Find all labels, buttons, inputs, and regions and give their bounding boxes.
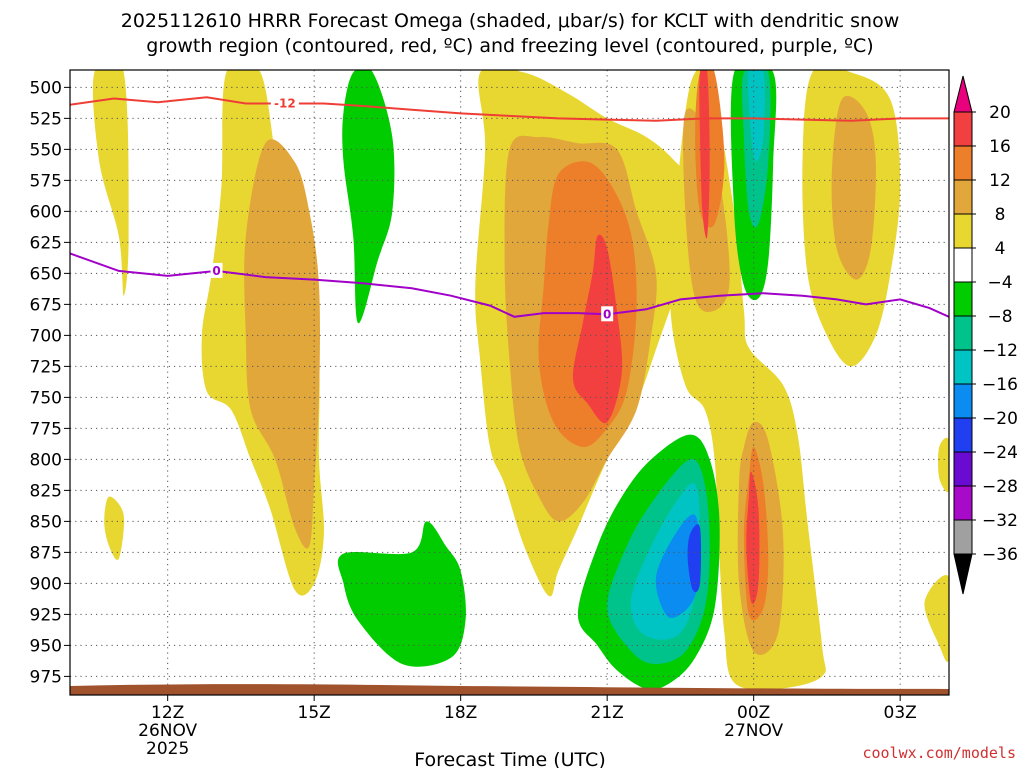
freezing-contour-label: 0: [212, 264, 220, 278]
colorbar-label: 20: [989, 103, 1011, 123]
x-tick-label: 21Z: [591, 703, 624, 723]
x-tick-label: 18Z: [444, 703, 477, 723]
colorbar-label: −28: [982, 477, 1018, 497]
y-tick-label: 850: [30, 512, 62, 532]
colorbar-box: [953, 145, 973, 181]
omega-16-20-upper-right: [699, 70, 710, 239]
y-tick-label: 975: [30, 667, 62, 687]
colorbar-box: [953, 281, 973, 317]
x-tick-label: 00Z: [737, 703, 770, 723]
omega-4-8-small: [104, 496, 125, 560]
colorbar-triangle-bottom: [953, 553, 973, 595]
contour-lines-layer: [70, 96, 949, 318]
colorbar-box: [953, 315, 973, 351]
colorbar-label: 16: [989, 137, 1011, 157]
freezing-label-bg: [210, 262, 223, 278]
plot-frame: [69, 69, 950, 696]
dgz-label-bg: [270, 95, 299, 111]
y-tick-label: 800: [30, 450, 62, 470]
colorbar-label: 12: [989, 171, 1011, 191]
omega-neg4-neg8-upper: [342, 70, 395, 324]
colorbar-box: [953, 179, 973, 215]
omega-4-8-edge-1: [938, 437, 949, 493]
ground-surface: [70, 684, 949, 695]
y-tick-label: 600: [30, 202, 62, 222]
y-axis: 500 525 550 575 600 625 650 675 700 725 750 775 800 8…: [30, 78, 70, 687]
y-tick-label: 625: [30, 233, 62, 253]
colorbar-box: [953, 519, 973, 555]
y-tick-label: 575: [30, 171, 62, 191]
y-tick-label: 875: [30, 543, 62, 563]
colorbar-label: −36: [982, 545, 1018, 565]
chart-title-line2: growth region (contoured, red, ºC) and f…: [146, 35, 873, 57]
freezing-level-line: [70, 252, 949, 318]
omega-16-20-lower-right: [746, 471, 760, 604]
colorbar-box: [953, 383, 973, 419]
omega-4-8-left: [92, 70, 129, 296]
omega-neg20-neg24-mid: [687, 524, 702, 593]
colorbar-label: 4: [995, 239, 1006, 259]
x-tick-label: 12Z: [151, 703, 184, 723]
colorbar-box: [953, 247, 973, 283]
y-tick-label: 675: [30, 295, 62, 315]
y-tick-label: 700: [30, 326, 62, 346]
colorbar-label: −16: [982, 375, 1018, 395]
chart-title-line1: 2025112610 HRRR Forecast Omega (shaded, …: [121, 10, 900, 32]
omega-4-8-edge-2: [924, 575, 949, 662]
freezing-label-bg: [601, 306, 614, 322]
colorbar-label: −20: [982, 409, 1018, 429]
x-axis-label: Forecast Time (UTC): [414, 749, 605, 768]
omega-8-12-main: [244, 139, 320, 549]
freezing-contour-label: 0: [603, 307, 611, 321]
y-tick-label: 750: [30, 388, 62, 408]
colorbar: 20 16 12 8 4 −4 −8 −12 −16 −20 −24 −28 −32 −36: [953, 75, 1018, 595]
y-tick-label: 925: [30, 605, 62, 625]
dgz-contour-label: -12: [274, 96, 296, 110]
colorbar-label: −8: [987, 307, 1012, 327]
omega-16-20-center: [572, 234, 623, 424]
x-tick-year: 2025: [146, 739, 189, 759]
omega-neg4-neg8-lower-left: [337, 521, 466, 667]
x-tick-date: 27NOV: [724, 721, 783, 741]
colorbar-box: [953, 485, 973, 521]
omega-8-12-far-right-upper: [831, 95, 876, 280]
grid-layer: [70, 70, 949, 695]
y-tick-label: 950: [30, 636, 62, 656]
dgz-contour-line: [70, 96, 949, 122]
x-tick-date: 26NOV: [138, 721, 197, 741]
colorbar-box: [953, 111, 973, 147]
x-tick-label: 03Z: [884, 703, 917, 723]
ground-layer: [70, 684, 949, 695]
colorbar-label: −24: [982, 443, 1018, 463]
colorbar-label: −12: [982, 341, 1018, 361]
colorbar-label: 8: [995, 205, 1006, 225]
x-tick-label: 15Z: [298, 703, 331, 723]
y-tick-label: 825: [30, 481, 62, 501]
credit-text: coolwx.com/models: [862, 744, 1016, 762]
y-tick-label: 725: [30, 357, 62, 377]
contour-labels: -12 0 0: [210, 95, 614, 322]
colorbar-box: [953, 213, 973, 249]
y-tick-label: 500: [30, 78, 62, 98]
colorbar-box: [953, 349, 973, 385]
omega-shading-layer: [92, 70, 949, 690]
y-tick-label: 525: [30, 109, 62, 129]
y-tick-label: 775: [30, 419, 62, 439]
omega-neg12-neg16-upper-right: [748, 70, 765, 162]
colorbar-label: −4: [987, 273, 1012, 293]
colorbar-box: [953, 451, 973, 487]
colorbar-label: −32: [982, 511, 1018, 531]
y-tick-label: 550: [30, 140, 62, 160]
y-tick-label: 650: [30, 264, 62, 284]
y-tick-label: 900: [30, 574, 62, 594]
colorbar-box: [953, 417, 973, 453]
